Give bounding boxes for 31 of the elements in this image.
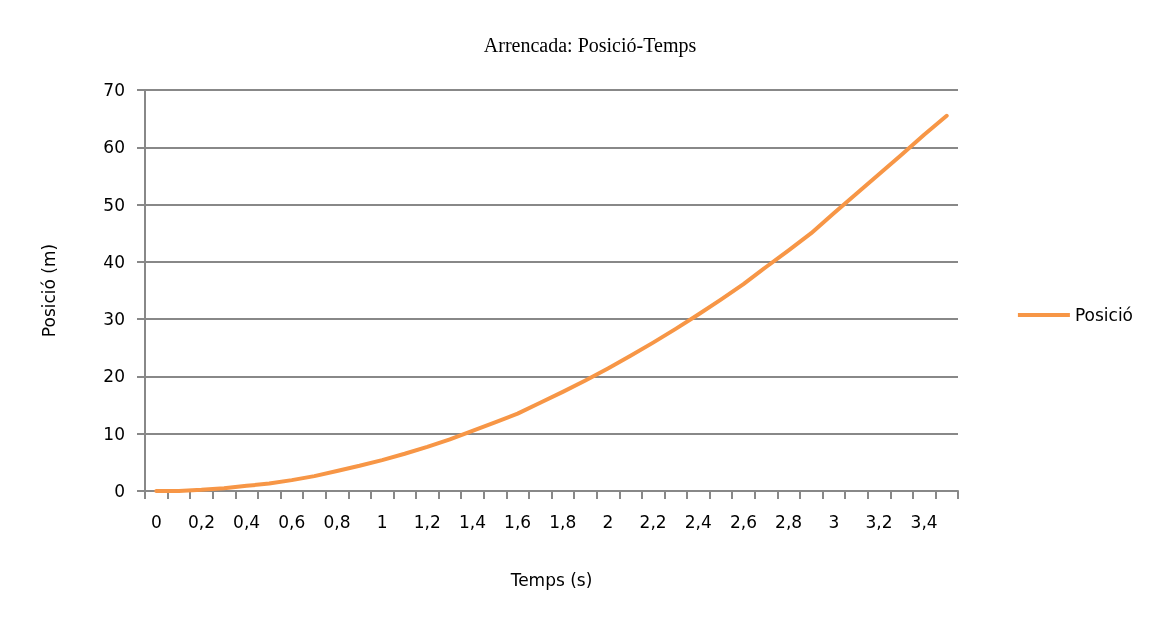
x-tick-label: 0,4 [233,511,261,532]
x-tick-label: 0,2 [187,511,215,532]
x-tick-label: 1,2 [413,511,441,532]
x-tick-label: 2 [602,511,614,532]
x-tick-label: 2,4 [684,511,712,532]
y-axis-title: Posició (m) [38,243,59,338]
x-axis-title: Temps (s) [509,569,593,590]
x-tick-label: 1,8 [549,511,577,532]
x-tick-label: 1,6 [504,511,532,532]
line-series [154,113,949,493]
x-tick-label: 1 [376,511,388,532]
y-tick-label: 30 [103,309,125,330]
x-tick-label: 0,6 [278,511,306,532]
x-tick-label: 2,2 [639,511,667,532]
x-tick-label: 3,4 [910,511,938,532]
chart-title: Arrencada: Posició-Temps [483,34,697,57]
x-tick-label: 1,4 [458,511,486,532]
y-tick-label: 20 [103,366,125,387]
x-tick-label: 2,8 [775,511,803,532]
y-tick-label: 0 [114,481,125,501]
x-tick-label: 3,2 [865,511,893,532]
x-tick-label: 3 [828,511,840,532]
x-tick-label: 0,8 [323,511,351,532]
y-tick-label: 60 [103,137,125,158]
y-tick-label: 50 [103,194,125,215]
x-tick-label: 0 [150,511,162,532]
x-tick-label: 2,6 [729,511,757,532]
y-tick-label: 10 [103,423,125,444]
y-tick-label: 40 [103,251,125,272]
legend-label: Posició [1074,305,1134,325]
y-tick-label: 70 [103,80,125,100]
